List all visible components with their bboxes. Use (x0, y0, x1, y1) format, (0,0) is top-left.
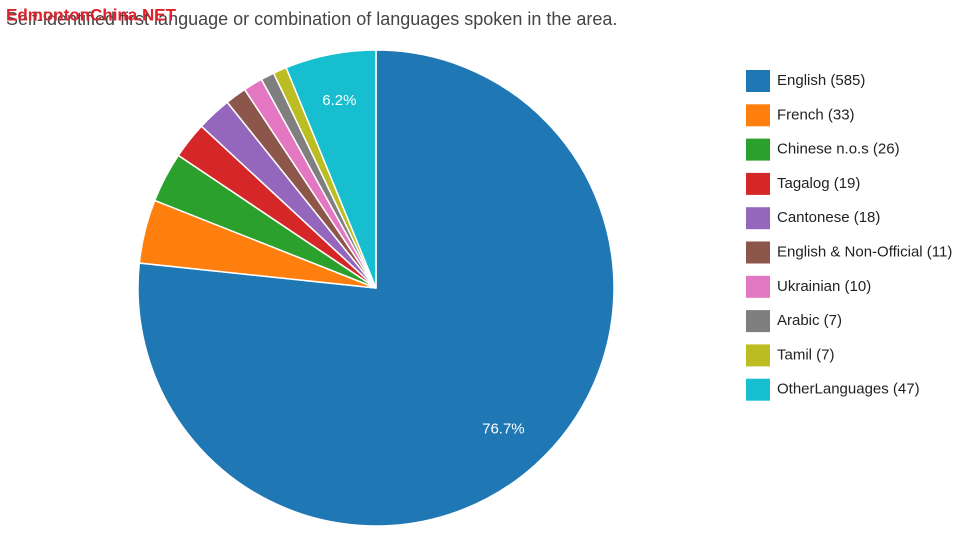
watermark: EdmontonChina.NET (6, 5, 177, 24)
legend-label: Tamil (7) (777, 346, 835, 363)
legend-label: Cantonese (18) (777, 209, 880, 226)
legend-label: Arabic (7) (777, 312, 842, 329)
legend-swatch (746, 70, 770, 92)
legend-label: Tagalog (19) (777, 175, 860, 192)
legend-swatch (746, 172, 770, 195)
legend-label: French (33) (777, 106, 855, 123)
legend-swatch (746, 241, 770, 264)
pie-slice (137, 49, 615, 527)
legend-swatch (746, 207, 770, 230)
legend-label: English (585) (777, 72, 865, 89)
legend-swatch (746, 310, 770, 333)
legend-label: Chinese n.o.s (26) (777, 141, 900, 158)
legend-swatch (746, 104, 770, 127)
legend-label: Ukrainian (10) (777, 278, 871, 295)
slice-label: 76.7% (482, 420, 525, 437)
pie-slice (285, 49, 377, 289)
legend-label: English & Non-Official (11) (777, 243, 952, 260)
legend-swatch (746, 378, 770, 401)
chart-title: Self-identified first language or combin… (6, 9, 617, 29)
slice-label: 6.2% (322, 92, 356, 109)
legend-swatch (746, 138, 770, 161)
legend-swatch (746, 275, 770, 298)
legend-label: OtherLanguages (47) (777, 381, 920, 398)
legend-swatch (746, 344, 770, 367)
